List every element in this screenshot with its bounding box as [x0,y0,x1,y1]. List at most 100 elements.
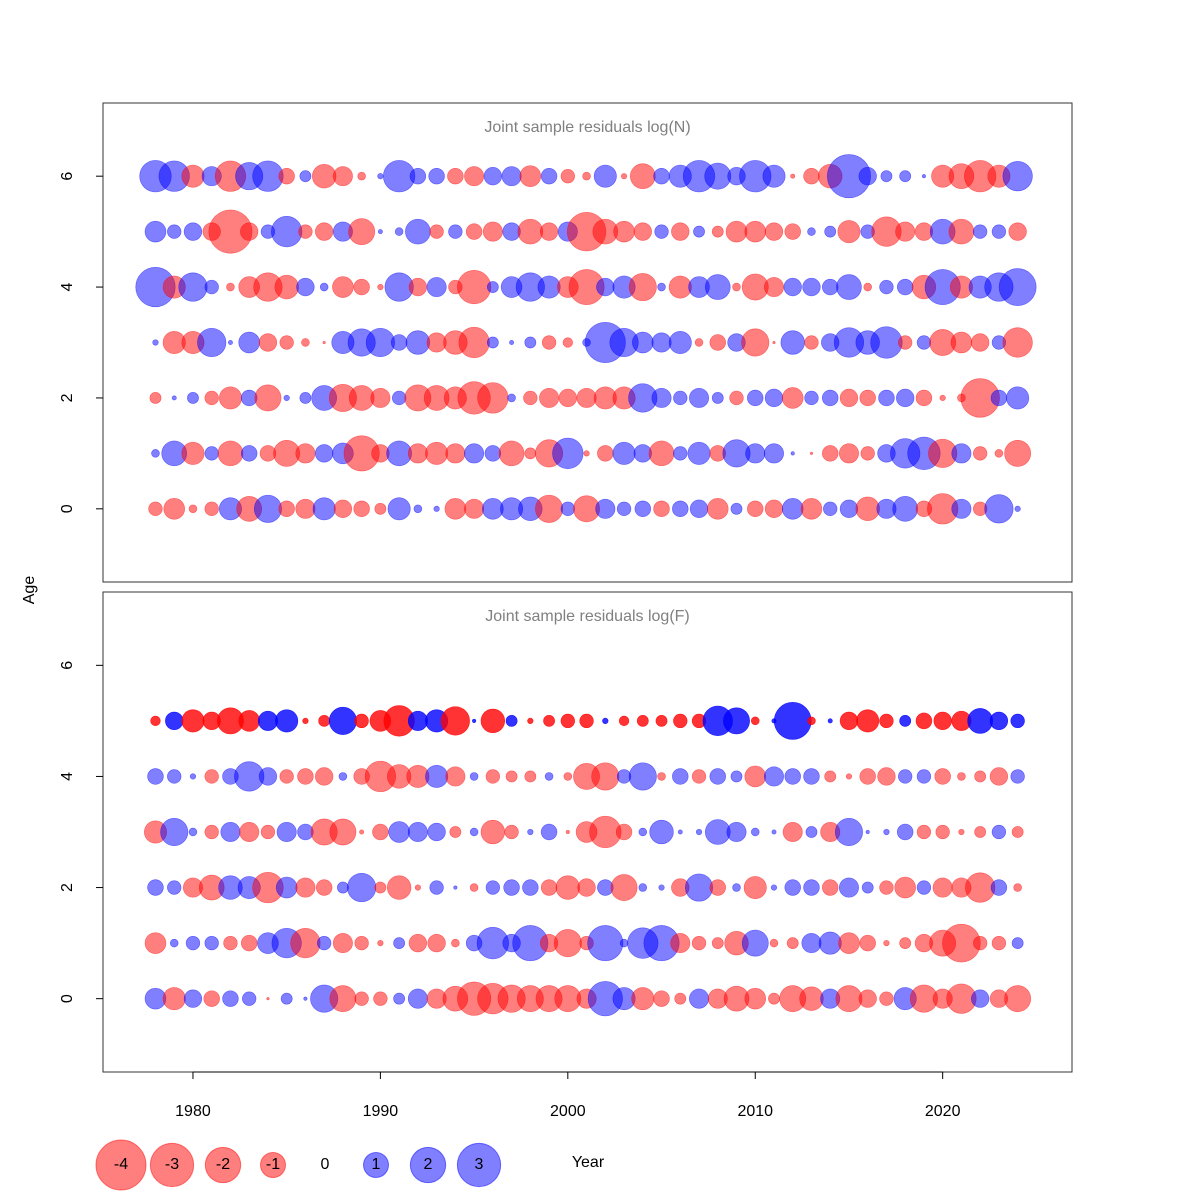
bubble [894,876,916,899]
bubble [353,278,370,296]
bubble [636,714,649,727]
bubble [974,770,987,783]
bubble [183,989,203,1008]
bubble [465,223,483,240]
bubble [689,499,709,518]
bubble [668,331,692,354]
bubble [509,340,515,345]
bubble [1004,985,1032,1013]
bubble [838,443,859,464]
bubble [377,283,384,291]
bubble [329,818,357,846]
bubble [453,885,458,890]
bubble [618,715,630,727]
bubble [318,714,331,727]
bubble [151,449,160,458]
bubble [527,828,534,836]
bubble [773,702,812,740]
bubble [786,937,799,950]
bubble [638,827,648,837]
bubble [388,821,410,843]
bubble [183,222,203,241]
bubble [892,496,918,522]
bubble [522,879,539,896]
bubble [804,390,819,406]
bubble [730,502,743,515]
bubble [709,768,726,785]
bubble [984,494,1014,524]
bubble [628,762,657,791]
bubble [469,827,479,837]
bubble [822,278,839,296]
bubble [579,713,594,729]
bubble [260,824,276,840]
y-tick-label: 6 [59,172,76,181]
bubble [448,224,463,239]
bubble [803,768,820,785]
bubble [405,218,431,245]
bubble [181,709,205,733]
bubble [824,770,837,783]
bubble [801,933,822,954]
bubble [711,937,724,950]
bubble [220,822,241,842]
bubble [218,386,242,410]
bubble [377,173,384,180]
bubble [998,268,1037,306]
bubble [615,823,633,841]
bubble [469,772,479,781]
bubble [990,389,1008,407]
bubble [328,706,357,735]
bubble [408,933,428,953]
bubble [171,395,177,401]
bubble [612,441,636,465]
bubble [745,443,766,464]
bubble [704,162,732,190]
bubble [693,225,705,238]
bubble [315,879,333,896]
bubble [1002,161,1033,192]
bubble [803,167,820,185]
bubble [319,282,329,292]
bubble [181,164,205,188]
bubble [973,935,988,951]
bubble [485,880,500,895]
bubble [503,879,520,896]
bubble [150,715,161,727]
bubble [393,937,406,950]
bubble [632,331,654,354]
legend-label: 3 [475,1156,484,1173]
bubble [916,769,932,784]
bubble [577,878,596,897]
bubble [505,714,518,727]
bubble [163,498,185,520]
bubble [804,335,819,350]
bubble [653,167,670,185]
bubble [629,163,656,189]
bubble [482,221,503,242]
x-tick-label: 2020 [925,1103,961,1120]
bubble [298,224,313,239]
bubble [861,881,874,894]
bubble [591,762,620,791]
y-tick-label: 0 [59,994,76,1003]
bubble [870,326,903,359]
bubble [283,394,290,402]
legend-bubble [204,1146,242,1184]
bubble [877,767,896,786]
bubble [610,874,638,901]
bubble [883,940,890,947]
bubble [689,988,710,1009]
bubble [638,883,648,892]
bubble [165,711,184,731]
bubble [583,450,590,457]
bubble [303,996,308,1001]
bubble [322,340,326,345]
bubble [855,496,880,521]
bubble [483,167,502,186]
bubble [457,269,492,305]
bubble [593,164,617,188]
bubble [689,387,710,408]
bubble [541,335,557,350]
bubble [973,446,988,461]
